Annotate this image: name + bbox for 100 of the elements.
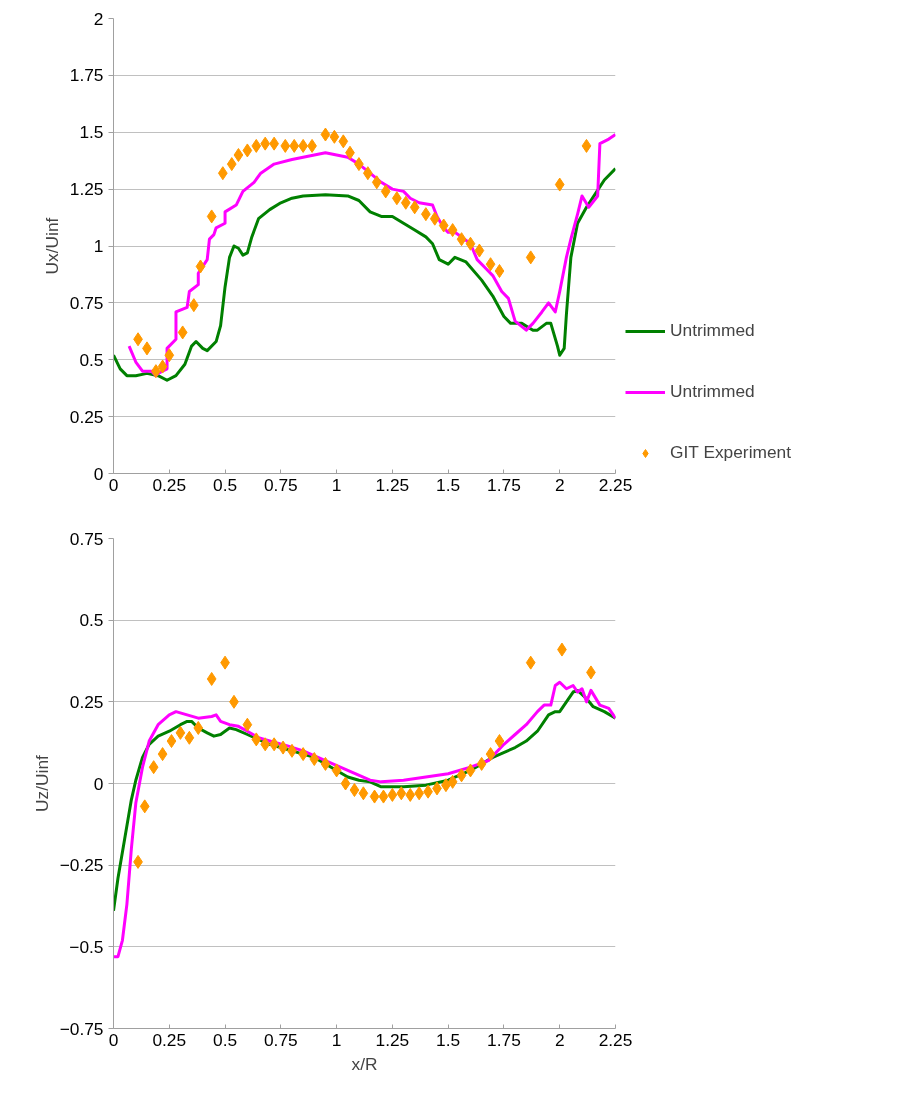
point: [378, 789, 389, 804]
x-tick-label: 0.25: [152, 1029, 187, 1050]
point: [338, 134, 349, 149]
point: [242, 717, 253, 732]
point: [157, 747, 168, 762]
point: [409, 200, 420, 215]
point: [380, 184, 391, 199]
point: [525, 655, 536, 670]
y-tick-label: 0.5: [79, 610, 104, 631]
point: [387, 787, 398, 802]
legend-label: GIT Experiment: [670, 442, 792, 463]
point: [494, 734, 505, 749]
x-tick-label: 0.5: [213, 474, 238, 495]
x-tick-label: 1.25: [375, 1029, 410, 1050]
y-tick-label: 0.25: [69, 691, 104, 712]
point: [320, 127, 331, 142]
point: [371, 175, 382, 190]
y-axis-title: Ux/Uinf: [41, 217, 62, 275]
point: [164, 348, 175, 363]
point: [320, 756, 331, 771]
point: [226, 157, 237, 172]
y-tick-label: 0.25: [69, 406, 104, 427]
point: [242, 143, 253, 158]
point: [396, 786, 407, 801]
point: [184, 730, 195, 745]
point: [233, 148, 244, 162]
point: [400, 195, 411, 210]
point: [251, 732, 262, 747]
point: [465, 763, 476, 778]
point: [289, 138, 300, 153]
point: [251, 138, 262, 153]
point: [476, 756, 487, 771]
point: [447, 223, 458, 238]
point: [260, 737, 271, 752]
point: [447, 774, 458, 789]
y-tick-label: 1.75: [69, 65, 104, 86]
x-tick-label: 0.25: [152, 474, 187, 495]
x-tick-label: 0.5: [213, 1029, 238, 1050]
point: [340, 776, 351, 791]
point: [206, 209, 217, 224]
point: [195, 259, 206, 274]
point: [429, 211, 440, 226]
point: [405, 787, 416, 802]
y-tick-label: 0.75: [69, 292, 104, 313]
y-tick-label: −0.75: [59, 1018, 104, 1039]
x-tick-label: 1.5: [436, 1029, 461, 1050]
point: [485, 257, 496, 272]
line-series: [113, 688, 616, 913]
y-tick-label: 1: [93, 236, 104, 256]
point: [206, 671, 217, 686]
x-tick-label: 0: [108, 474, 119, 495]
point: [193, 720, 204, 735]
x-tick-label: 0.75: [263, 1029, 298, 1050]
y-tick-label: −0.5: [69, 936, 104, 957]
point: [369, 789, 380, 804]
point: [177, 325, 188, 340]
x-axis-title: x/R: [351, 1053, 378, 1074]
x-tick-label: 2: [554, 1029, 565, 1050]
x-tick-label: 2.25: [598, 1029, 633, 1050]
point: [148, 760, 159, 775]
point: [456, 232, 467, 247]
point: [217, 166, 228, 181]
point: [554, 177, 565, 192]
point: [309, 752, 320, 766]
point: [581, 138, 592, 153]
point: [329, 129, 340, 144]
point: [349, 783, 360, 798]
point: [331, 763, 342, 778]
y-axis-title: Uz/Uinf: [31, 754, 52, 812]
x-tick-label: 1.25: [375, 474, 410, 495]
point: [485, 747, 496, 762]
x-tick-label: 1.75: [487, 474, 521, 495]
point: [280, 138, 291, 153]
x-tick-label: 2: [554, 474, 565, 495]
y-tick-label: 0: [93, 773, 104, 794]
line-series: [113, 680, 616, 959]
point: [465, 236, 476, 251]
y-tick-label: 1.5: [79, 122, 104, 143]
y-tick-label: 0.5: [79, 349, 104, 370]
point: [474, 243, 485, 258]
point: [456, 768, 467, 783]
x-tick-label: 2.25: [598, 474, 633, 495]
point: [188, 298, 199, 313]
point: [260, 136, 271, 151]
y-tick-label: −0.25: [59, 855, 104, 876]
x-tick-label: 0: [108, 1029, 119, 1050]
x-tick-label: 1.75: [487, 1029, 521, 1050]
point: [494, 264, 505, 279]
point: [139, 799, 150, 814]
y-tick-label: 2: [93, 8, 104, 29]
x-tick-label: 1.5: [436, 474, 461, 495]
y-tick-label: 1.25: [69, 179, 104, 200]
x-tick-label: 0.75: [263, 474, 298, 495]
point: [175, 725, 186, 740]
legend-label: Untrimmed: [670, 320, 755, 341]
point: [157, 359, 168, 374]
point: [438, 218, 449, 233]
point: [358, 786, 369, 801]
x-tick-label: 1: [331, 474, 342, 495]
point: [166, 734, 177, 749]
